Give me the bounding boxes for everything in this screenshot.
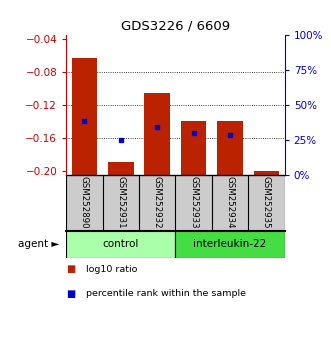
- Bar: [66, 230, 175, 258]
- Bar: [71, 58, 97, 175]
- Text: GSM252890: GSM252890: [80, 176, 89, 229]
- Bar: [175, 230, 285, 258]
- Text: GSM252933: GSM252933: [189, 176, 198, 229]
- Title: GDS3226 / 6609: GDS3226 / 6609: [121, 20, 230, 33]
- Text: GSM252935: GSM252935: [262, 176, 271, 229]
- Text: agent ►: agent ►: [18, 240, 60, 250]
- Text: interleukin-22: interleukin-22: [193, 240, 267, 250]
- Bar: [144, 93, 170, 175]
- Text: control: control: [103, 240, 139, 250]
- Text: GSM252931: GSM252931: [116, 176, 125, 229]
- Text: GSM252932: GSM252932: [153, 176, 162, 229]
- Text: percentile rank within the sample: percentile rank within the sample: [86, 289, 246, 298]
- Text: ■: ■: [66, 264, 75, 274]
- Text: GSM252934: GSM252934: [225, 176, 235, 229]
- Bar: [217, 121, 243, 175]
- Text: ■: ■: [66, 289, 75, 299]
- Bar: [254, 171, 279, 175]
- Bar: [108, 162, 134, 175]
- Text: log10 ratio: log10 ratio: [86, 264, 137, 274]
- Bar: [181, 121, 207, 175]
